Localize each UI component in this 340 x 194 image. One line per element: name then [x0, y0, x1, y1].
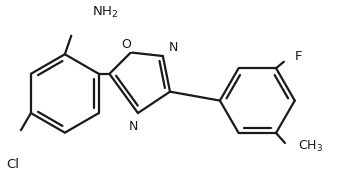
Text: F: F	[295, 49, 302, 62]
Text: NH$_2$: NH$_2$	[91, 5, 118, 20]
Text: N: N	[169, 41, 178, 54]
Text: CH$_3$: CH$_3$	[298, 139, 323, 154]
Text: O: O	[121, 38, 131, 51]
Text: N: N	[129, 120, 138, 133]
Text: Cl: Cl	[7, 158, 20, 171]
